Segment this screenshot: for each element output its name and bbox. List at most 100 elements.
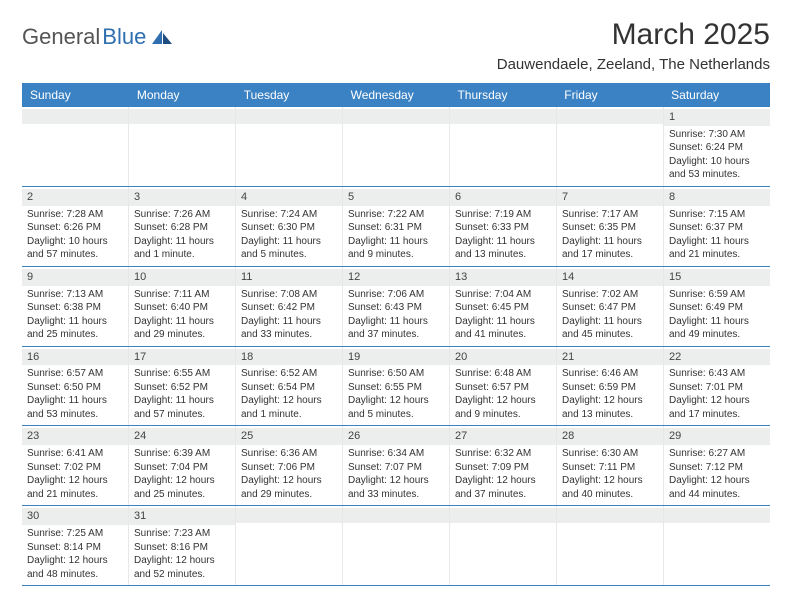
sunset-text: Sunset: 6:38 PM	[27, 301, 123, 315]
daylight-text: Daylight: 11 hours and 29 minutes.	[134, 315, 230, 342]
daylight-text: Daylight: 11 hours and 17 minutes.	[562, 235, 658, 262]
sunset-text: Sunset: 6:54 PM	[241, 381, 337, 395]
sunrise-text: Sunrise: 7:11 AM	[134, 288, 230, 302]
sunrise-text: Sunrise: 6:57 AM	[27, 367, 123, 381]
daylight-text: Daylight: 11 hours and 9 minutes.	[348, 235, 444, 262]
calendar-body: 1 Sunrise: 7:30 AMSunset: 6:24 PMDaylight…	[22, 107, 770, 586]
day-details: Sunrise: 7:30 AMSunset: 6:24 PMDaylight:…	[668, 128, 766, 182]
sunset-text: Sunset: 6:40 PM	[134, 301, 230, 315]
daylight-text: Daylight: 11 hours and 13 minutes.	[455, 235, 551, 262]
sunrise-text: Sunrise: 6:30 AM	[562, 447, 658, 461]
day-number: 22	[664, 349, 770, 366]
sunrise-text: Sunrise: 6:52 AM	[241, 367, 337, 381]
sunrise-text: Sunrise: 6:50 AM	[348, 367, 444, 381]
day-details: Sunrise: 7:11 AMSunset: 6:40 PMDaylight:…	[133, 288, 231, 342]
calendar-cell-empty	[557, 506, 664, 585]
sunset-text: Sunset: 6:57 PM	[455, 381, 551, 395]
daylight-text: Daylight: 10 hours and 57 minutes.	[27, 235, 123, 262]
calendar-week: 2Sunrise: 7:28 AMSunset: 6:26 PMDaylight…	[22, 187, 770, 267]
calendar-cell: 17Sunrise: 6:55 AMSunset: 6:52 PMDayligh…	[129, 347, 236, 426]
daylight-text: Daylight: 12 hours and 44 minutes.	[669, 474, 765, 501]
day-number: 19	[343, 349, 449, 366]
daylight-text: Daylight: 11 hours and 49 minutes.	[669, 315, 765, 342]
calendar-cell: 22Sunrise: 6:43 AMSunset: 7:01 PMDayligh…	[664, 347, 770, 426]
calendar-cell: 21Sunrise: 6:46 AMSunset: 6:59 PMDayligh…	[557, 347, 664, 426]
calendar-cell: 29Sunrise: 6:27 AMSunset: 7:12 PMDayligh…	[664, 426, 770, 505]
brand-part1: General	[22, 24, 100, 50]
daylight-text: Daylight: 12 hours and 29 minutes.	[241, 474, 337, 501]
brand-logo: GeneralBlue	[22, 24, 174, 50]
day-number: 11	[236, 269, 342, 286]
day-number: 14	[557, 269, 663, 286]
day-number: 1	[664, 109, 770, 126]
sunset-text: Sunset: 6:50 PM	[27, 381, 123, 395]
day-details: Sunrise: 6:34 AMSunset: 7:07 PMDaylight:…	[347, 447, 445, 501]
day-number: 3	[129, 189, 235, 206]
calendar: SundayMondayTuesdayWednesdayThursdayFrid…	[22, 83, 770, 586]
calendar-cell: 16Sunrise: 6:57 AMSunset: 6:50 PMDayligh…	[22, 347, 129, 426]
sunset-text: Sunset: 6:35 PM	[562, 221, 658, 235]
daylight-text: Daylight: 12 hours and 9 minutes.	[455, 394, 551, 421]
day-details: Sunrise: 7:15 AMSunset: 6:37 PMDaylight:…	[668, 208, 766, 262]
calendar-cell-empty	[450, 107, 557, 186]
daylight-text: Daylight: 12 hours and 13 minutes.	[562, 394, 658, 421]
day-details: Sunrise: 7:26 AMSunset: 6:28 PMDaylight:…	[133, 208, 231, 262]
sunrise-text: Sunrise: 7:22 AM	[348, 208, 444, 222]
daylight-text: Daylight: 12 hours and 1 minute.	[241, 394, 337, 421]
daylight-text: Daylight: 11 hours and 1 minute.	[134, 235, 230, 262]
calendar-cell: 1 Sunrise: 7:30 AMSunset: 6:24 PMDaylight…	[664, 107, 770, 186]
calendar-cell: 24Sunrise: 6:39 AMSunset: 7:04 PMDayligh…	[129, 426, 236, 505]
day-number	[236, 508, 342, 523]
sunset-text: Sunset: 7:04 PM	[134, 461, 230, 475]
day-details: Sunrise: 7:22 AMSunset: 6:31 PMDaylight:…	[347, 208, 445, 262]
daylight-text: Daylight: 12 hours and 5 minutes.	[348, 394, 444, 421]
day-number	[450, 109, 556, 124]
day-details: Sunrise: 6:32 AMSunset: 7:09 PMDaylight:…	[454, 447, 552, 501]
sunset-text: Sunset: 7:02 PM	[27, 461, 123, 475]
calendar-cell: 3 Sunrise: 7:26 AMSunset: 6:28 PMDaylight…	[129, 187, 236, 266]
sunset-text: Sunset: 7:07 PM	[348, 461, 444, 475]
sunset-text: Sunset: 6:33 PM	[455, 221, 551, 235]
day-details: Sunrise: 6:27 AMSunset: 7:12 PMDaylight:…	[668, 447, 766, 501]
calendar-cell: 9Sunrise: 7:13 AMSunset: 6:38 PMDaylight…	[22, 267, 129, 346]
sunrise-text: Sunrise: 7:15 AM	[669, 208, 765, 222]
day-number	[557, 508, 663, 523]
calendar-cell: 13Sunrise: 7:04 AMSunset: 6:45 PMDayligh…	[450, 267, 557, 346]
weekday-header: Monday	[129, 83, 236, 107]
calendar-cell: 28Sunrise: 6:30 AMSunset: 7:11 PMDayligh…	[557, 426, 664, 505]
day-details: Sunrise: 7:06 AMSunset: 6:43 PMDaylight:…	[347, 288, 445, 342]
calendar-week: 23Sunrise: 6:41 AMSunset: 7:02 PMDayligh…	[22, 426, 770, 506]
daylight-text: Daylight: 12 hours and 17 minutes.	[669, 394, 765, 421]
sunrise-text: Sunrise: 6:43 AM	[669, 367, 765, 381]
daylight-text: Daylight: 11 hours and 21 minutes.	[669, 235, 765, 262]
calendar-cell-empty	[236, 506, 343, 585]
calendar-cell: 10 Sunrise: 7:11 AMSunset: 6:40 PMDayligh…	[129, 267, 236, 346]
day-details: Sunrise: 7:25 AMSunset: 8:14 PMDaylight:…	[26, 527, 124, 581]
day-details: Sunrise: 6:48 AMSunset: 6:57 PMDaylight:…	[454, 367, 552, 421]
daylight-text: Daylight: 11 hours and 57 minutes.	[134, 394, 230, 421]
sunset-text: Sunset: 6:31 PM	[348, 221, 444, 235]
daylight-text: Daylight: 11 hours and 5 minutes.	[241, 235, 337, 262]
brand-part2: Blue	[102, 24, 146, 50]
sunrise-text: Sunrise: 7:30 AM	[669, 128, 765, 142]
day-number: 21	[557, 349, 663, 366]
calendar-cell-empty	[664, 506, 770, 585]
sunset-text: Sunset: 6:42 PM	[241, 301, 337, 315]
day-number: 16	[22, 349, 128, 366]
calendar-cell-empty	[129, 107, 236, 186]
sunset-text: Sunset: 6:49 PM	[669, 301, 765, 315]
day-number	[22, 109, 128, 124]
calendar-cell-empty	[557, 107, 664, 186]
sunrise-text: Sunrise: 6:48 AM	[455, 367, 551, 381]
day-number	[236, 109, 342, 124]
day-details: Sunrise: 7:02 AMSunset: 6:47 PMDaylight:…	[561, 288, 659, 342]
sunset-text: Sunset: 8:14 PM	[27, 541, 123, 555]
calendar-cell: 30Sunrise: 7:25 AMSunset: 8:14 PMDayligh…	[22, 506, 129, 585]
location-subtitle: Dauwendaele, Zeeland, The Netherlands	[497, 56, 770, 73]
day-number: 10	[129, 269, 235, 286]
sunset-text: Sunset: 6:43 PM	[348, 301, 444, 315]
weekday-header: Wednesday	[343, 83, 450, 107]
calendar-cell: 19Sunrise: 6:50 AMSunset: 6:55 PMDayligh…	[343, 347, 450, 426]
calendar-cell-empty	[343, 107, 450, 186]
day-details: Sunrise: 7:08 AMSunset: 6:42 PMDaylight:…	[240, 288, 338, 342]
